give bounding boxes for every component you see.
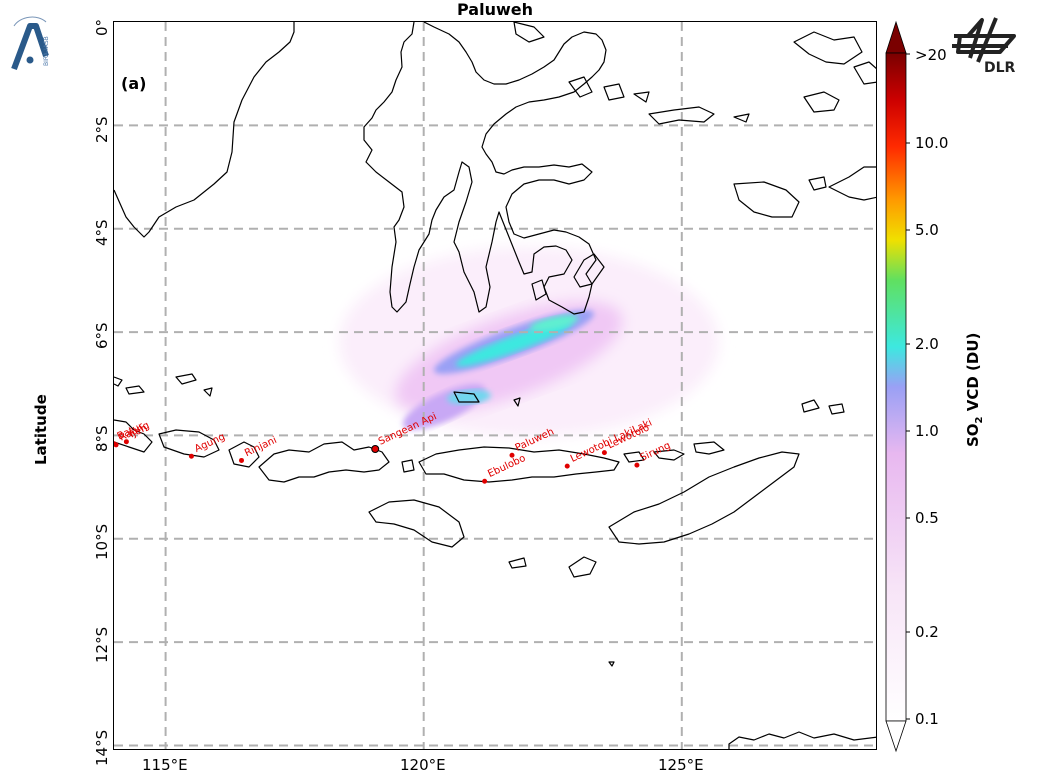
lat-tick-10s: 10°S xyxy=(93,523,111,560)
lon-tick-120e: 120°E xyxy=(400,756,446,774)
volcano-label-rinjani: Rinjani xyxy=(243,435,279,459)
map-title: Paluweh xyxy=(457,0,533,19)
map-area[interactable]: Batur Raung Ijen Agung Rinjani Sangean Api Ebu… xyxy=(113,21,877,750)
colorbar-label: SO2 VCD (DU) xyxy=(964,332,985,447)
so2-plume xyxy=(339,247,719,437)
lon-tick-115e: 115°E xyxy=(142,756,188,774)
colorbar-tick-0-1: 0.1 xyxy=(915,710,939,728)
lat-tick-0: 0° xyxy=(93,18,111,36)
volcano-marker-paluweh xyxy=(509,452,515,458)
gridlines xyxy=(114,22,876,749)
lat-tick-8s: 8°S xyxy=(93,425,111,452)
volcano-marker-rinjani xyxy=(239,457,245,463)
volcano-marker-ebulobo xyxy=(482,478,488,484)
volcano-marker-lewotobi-lakilaki xyxy=(564,463,570,469)
colorbar-tick-2: 2.0 xyxy=(915,335,939,353)
panel-label: (a) xyxy=(121,74,147,93)
bira-logo-text: BIRA-IASB xyxy=(43,36,50,66)
coastlines xyxy=(114,22,876,749)
dlr-logo-text: DLR xyxy=(984,60,1016,76)
colorbar xyxy=(885,20,910,753)
lon-tick-125e: 125°E xyxy=(658,756,704,774)
volcano-marker-raung xyxy=(114,442,119,448)
volcano-marker-lewotolo xyxy=(601,450,607,456)
colorbar-tick-20: >20 xyxy=(915,46,947,64)
volcano-marker-sirung xyxy=(634,462,640,468)
y-axis-label: Latitude xyxy=(32,394,50,465)
colorbar-tick-1: 1.0 xyxy=(915,422,939,440)
volcano-label-ebulobo: Ebulobo xyxy=(486,453,527,480)
colorbar-tick-10: 10.0 xyxy=(915,134,949,152)
lat-tick-6s: 6°S xyxy=(93,322,111,349)
volcano-label-sirung: Sirung xyxy=(639,440,673,464)
dlr-logo: DLR xyxy=(952,17,1016,76)
lat-tick-14s: 14°S xyxy=(93,729,111,766)
lat-tick-12s: 12°S xyxy=(93,626,111,663)
volcano-marker-sangean-api xyxy=(371,444,380,453)
lat-tick-2s: 2°S xyxy=(93,116,111,143)
volcano-marker-agung xyxy=(188,453,194,459)
bira-iasb-logo: BIRA-IASB xyxy=(11,16,50,71)
colorbar-tick-0-2: 0.2 xyxy=(915,623,939,641)
colorbar-tick-5: 5.0 xyxy=(915,221,939,239)
lat-tick-4s: 4°S xyxy=(93,219,111,246)
volcano-marker-ijen xyxy=(123,439,129,445)
colorbar-tick-0-5: 0.5 xyxy=(915,509,939,527)
